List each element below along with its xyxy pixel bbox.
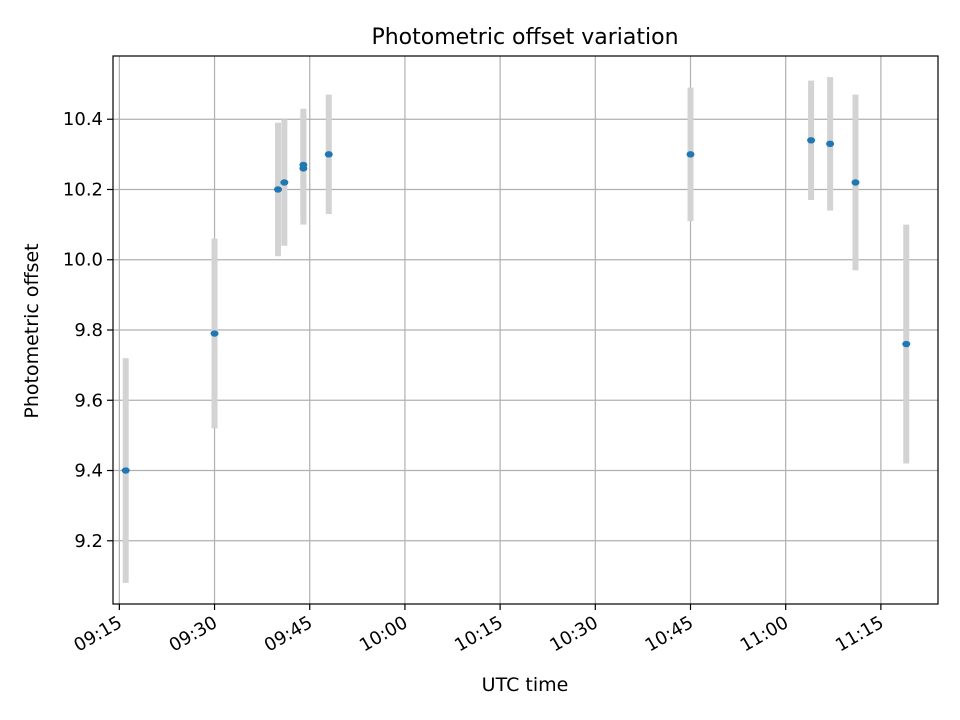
y-tick-label: 9.2 — [74, 531, 103, 552]
data-point — [299, 161, 308, 169]
x-tick-label: 09:15 — [70, 612, 125, 656]
y-tick-label: 10.2 — [63, 179, 103, 200]
y-tick-label: 9.4 — [74, 461, 103, 482]
data-point — [807, 137, 816, 144]
y-tick-label: 10.0 — [63, 250, 103, 271]
data-point — [210, 330, 219, 337]
data-point — [851, 179, 860, 186]
x-axis-label: UTC time — [482, 674, 569, 696]
data-point — [902, 340, 911, 348]
y-axis-label: Photometric offset — [21, 243, 43, 418]
x-tick-label: 09:45 — [261, 612, 316, 656]
x-tick-label: 10:45 — [642, 612, 697, 656]
data-point — [280, 179, 289, 186]
x-tick-label: 10:30 — [546, 612, 601, 656]
y-tick-label: 9.6 — [74, 390, 103, 411]
data-point — [826, 140, 835, 148]
x-tick-label: 10:15 — [451, 612, 506, 656]
x-tick-label: 11:00 — [737, 612, 792, 656]
x-ticks: 09:15 09:30 09:45 10:00 10:15 10:30 10:45 11:00… — [70, 604, 887, 656]
chart-title: Photometric offset variation — [371, 25, 678, 50]
x-tick-label: 11:15 — [832, 612, 887, 656]
x-tick-label: 09:30 — [166, 612, 221, 656]
data-point — [121, 467, 130, 474]
y-ticks: 9.2 9.4 9.6 9.8 10.0 10.2 10.4 — [63, 109, 113, 552]
data-points — [121, 137, 911, 474]
data-point — [324, 151, 333, 158]
data-point — [686, 151, 695, 158]
data-point — [274, 186, 282, 193]
x-tick-label: 10:00 — [356, 612, 411, 656]
y-tick-label: 9.8 — [74, 320, 103, 341]
grid — [113, 56, 938, 604]
y-tick-label: 10.4 — [63, 109, 103, 130]
